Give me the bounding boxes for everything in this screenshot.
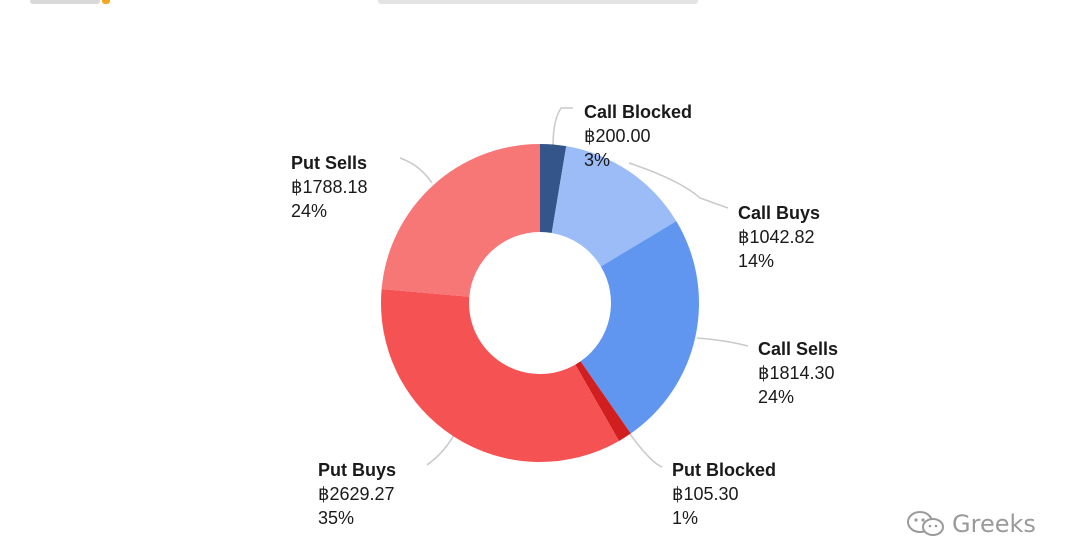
slice-percent: 1% xyxy=(672,508,699,528)
slice-put-blocked xyxy=(575,361,631,441)
slice-call-sells xyxy=(580,221,699,434)
slice-put-sells xyxy=(381,144,540,297)
slice-name: Call Blocked xyxy=(584,102,693,122)
slice-percent: 3% xyxy=(584,150,611,170)
logo-accent xyxy=(102,0,110,4)
donut-slices xyxy=(381,144,699,463)
connector-call-buys xyxy=(628,162,729,209)
slice-put-buys xyxy=(381,288,620,463)
slice-name: Put Blocked xyxy=(672,460,777,480)
slice-percent: 24% xyxy=(291,201,328,221)
chat-bubbles-icon xyxy=(907,511,944,536)
connector-put-sells xyxy=(399,157,433,184)
connector-put-buys xyxy=(426,432,456,466)
slice-value: ฿105.30 xyxy=(672,484,739,504)
slice-value: ฿1042.82 xyxy=(738,227,815,247)
slice-value: ฿1788.18 xyxy=(291,177,368,197)
slice-value: ฿200.00 xyxy=(584,126,651,146)
connector-call-blocked xyxy=(552,107,573,147)
slice-percent: 14% xyxy=(738,251,775,271)
slice-name: Put Sells xyxy=(291,153,368,173)
connector-call-sells xyxy=(696,337,749,347)
slice-percent: 24% xyxy=(758,387,795,407)
connector-put-blocked xyxy=(626,429,663,468)
label-call-sells: Call Sells ฿1814.30 24% xyxy=(758,337,838,409)
label-put-sells: Put Sells ฿1788.18 24% xyxy=(291,151,368,223)
slice-call-blocked xyxy=(540,144,567,233)
slice-value: ฿2629.27 xyxy=(318,484,395,504)
slice-call-buys xyxy=(551,146,677,267)
label-put-blocked: Put Blocked ฿105.30 1% xyxy=(672,458,776,530)
title-fragment xyxy=(378,0,698,4)
slice-value: ฿1814.30 xyxy=(758,363,835,383)
slice-percent: 35% xyxy=(318,508,355,528)
label-put-buys: Put Buys ฿2629.27 35% xyxy=(318,458,396,530)
watermark: Greeks xyxy=(906,510,1036,538)
logo-fragment xyxy=(30,0,100,4)
label-call-blocked: Call Blocked ฿200.00 3% xyxy=(584,100,692,172)
label-call-buys: Call Buys ฿1042.82 14% xyxy=(738,201,820,273)
slice-name: Call Sells xyxy=(758,339,839,359)
slice-name: Call Buys xyxy=(738,203,821,223)
watermark-text: Greeks xyxy=(952,510,1036,538)
slice-name: Put Buys xyxy=(318,460,397,480)
